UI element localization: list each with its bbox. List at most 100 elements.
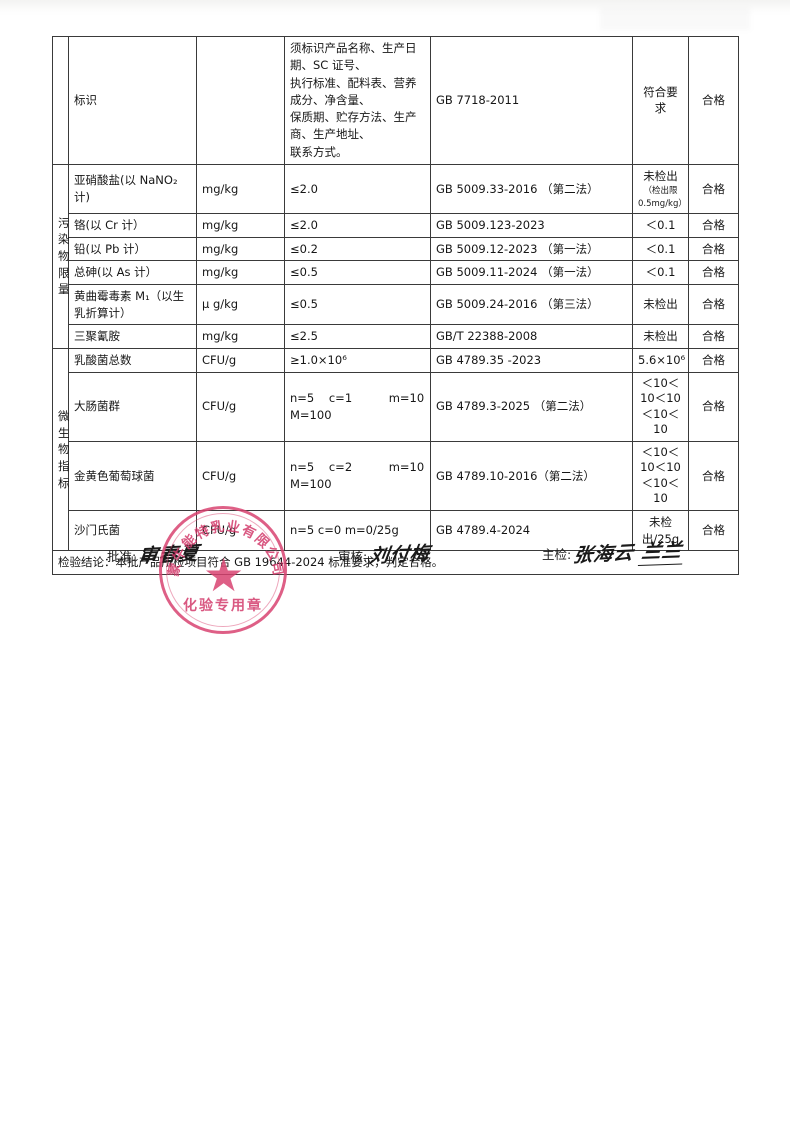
review-signature-block: 审核:刘付梅 [338,540,432,568]
chief-signature-extra: 兰兰 [638,535,687,567]
row-method: GB 4789.35 -2023 [430,348,633,373]
row-item-name: 三聚氰胺 [68,324,197,350]
row-spec: ≤0.5 [284,284,431,326]
row-item-name: 标识 [68,36,197,165]
row-judgement: 合格 [688,440,739,511]
row-method: GB 7718-2011 [430,36,633,165]
group-char: 物 [58,442,70,457]
row-judgement: 合格 [688,260,739,286]
row-result: 未检出 [632,324,689,350]
row-unit: CFU/g [196,440,285,511]
table-row: 微 生 物 指 标 乳酸菌总数 CFU/g ≥1.0×10⁶ GB 4789.3… [52,348,739,552]
row-method: GB 5009.123-2023 [430,213,633,238]
spec-line: 须标识产品名称、生产日期、SC 证号、 [290,41,417,73]
table-row: 三聚氰胺 mg/kg ≤2.5 GB/T 22388-2008 未检出 合格 [53,324,739,350]
group-char: 微 [58,408,70,423]
row-group-blank [52,36,69,165]
result-line: ＜10＜10 [641,406,680,437]
table-row: 金黄色葡萄球菌 CFU/g n=5 c=2 m=10 M=100 GB 4789… [53,440,739,511]
official-lab-stamp: 蒙牛能特乳业有限公司 ★ 化验专用章 [159,506,287,634]
chief-signature-name: 张海云 [572,541,636,567]
spec-line: 执行标准、配料表、营养成分、净含量、 [290,75,417,107]
row-item-name: 黄曲霉毒素 M₁（以生乳折算计） [68,284,197,326]
row-item-name: 大肠菌群 [68,371,197,442]
signature-row: 批准:审春夏 审核:刘付梅 主检:张海云 兰兰 [52,528,742,568]
row-spec: 须标识产品名称、生产日期、SC 证号、 执行标准、配料表、营养成分、净含量、 保… [284,36,431,165]
row-result: 未检出 [632,284,689,326]
row-group-pollutants: 污 染 物 限 量 [52,163,70,350]
row-item-name: 铅(以 Pb 计） [68,236,197,262]
table-row: 铬(以 Cr 计） mg/kg ≤2.0 GB 5009.123-2023 ＜0… [53,213,739,238]
approve-label: 批准: [107,549,137,564]
spec-line: 联系方式。 [290,144,348,159]
row-judgement: 合格 [688,324,739,350]
row-unit: μ g/kg [196,284,285,326]
star-icon: ★ [203,548,245,602]
row-result: 5.6×10⁶ [632,348,689,373]
row-unit: CFU/g [196,348,285,373]
row-judgement: 合格 [688,371,739,442]
row-method: GB 5009.12-2023 （第一法） [430,236,633,262]
row-result: 符合要求 [632,36,689,165]
row-unit: mg/kg [196,213,285,238]
row-item-name: 亚硝酸盐(以 NaNO₂ 计) [68,163,197,215]
row-spec: ≤2.0 [284,213,431,238]
row-unit: mg/kg [196,236,285,262]
row-result: 未检出 （检出限 0.5mg/kg） [632,163,689,215]
spec-line: 保质期、贮存方法、生产商、生产地址、 [290,110,417,142]
row-item-name: 乳酸菌总数 [68,348,197,373]
result-line: ＜10＜10 [641,475,680,506]
group-char: 污 [58,215,70,230]
row-unit: mg/kg [196,163,285,215]
row-result: ＜10＜10＜10 ＜10＜10 [632,440,689,511]
row-judgement: 合格 [688,348,739,373]
group-char: 标 [58,475,70,490]
group-char: 物 [58,249,70,264]
row-spec: ≤0.5 [284,260,431,286]
review-label: 审核: [338,549,368,564]
row-judgement: 合格 [688,213,739,238]
spec-line: n=5 c=2 m=10 [290,460,425,475]
table-row: 污 染 物 限 量 亚硝酸盐(以 NaNO₂ 计) mg/kg ≤2.0 GB … [52,163,739,350]
row-method: GB 5009.24-2016 （第三法） [430,284,633,326]
row-group-microbiology: 微 生 物 指 标 [52,348,70,552]
row-judgement: 合格 [688,163,739,215]
row-method: GB/T 22388-2008 [430,324,633,350]
table-row: 标识 须标识产品名称、生产日期、SC 证号、 执行标准、配料表、营养成分、净含量… [52,36,739,165]
row-method: GB 4789.3-2025 （第二法） [430,371,633,442]
chief-signature: 张海云 兰兰 [572,535,687,570]
row-spec: ≥1.0×10⁶ [284,348,431,373]
row-judgement: 合格 [688,509,739,552]
row-item-name: 金黄色葡萄球菌 [68,440,197,511]
row-unit [196,36,285,165]
spec-line: M=100 [290,476,332,491]
stamp-inner-ring [166,513,280,627]
spec-line: n=5 c=1 m=10 [290,391,425,406]
row-judgement: 合格 [688,284,739,326]
group-char: 限 [58,265,70,280]
row-spec: ≤2.0 [284,163,431,215]
result-line: ＜10＜10＜10 [640,375,681,406]
row-spec: ≤2.5 [284,324,431,350]
group-char: 指 [58,458,70,473]
row-result: ＜0.1 [632,236,689,262]
group-char: 染 [58,232,70,247]
row-unit: mg/kg [196,260,285,286]
table-row: 黄曲霉毒素 M₁（以生乳折算计） μ g/kg ≤0.5 GB 5009.24-… [53,284,739,326]
row-method: GB 4789.4-2024 [430,509,633,552]
row-judgement: 合格 [688,236,739,262]
row-spec: n=5 c=0 m=0/25g [284,509,431,552]
row-item-name: 铬(以 Cr 计） [68,213,197,238]
stamp-bottom-text: 化验专用章 [183,598,263,614]
spec-line: M=100 [290,407,332,422]
scan-artifact [600,8,750,30]
stamp-arc-text: 蒙牛能特乳业有限公司 [165,518,285,578]
inspection-results-table: 标识 须标识产品名称、生产日期、SC 证号、 执行标准、配料表、营养成分、净含量… [52,36,739,575]
table-row: 总砷(以 As 计） mg/kg ≤0.5 GB 5009.11-2024 （第… [53,260,739,286]
review-signature: 刘付梅 [368,542,432,568]
row-method: GB 5009.11-2024 （第一法） [430,260,633,286]
row-unit: mg/kg [196,324,285,350]
row-result: ＜0.1 [632,213,689,238]
row-spec: ≤0.2 [284,236,431,262]
